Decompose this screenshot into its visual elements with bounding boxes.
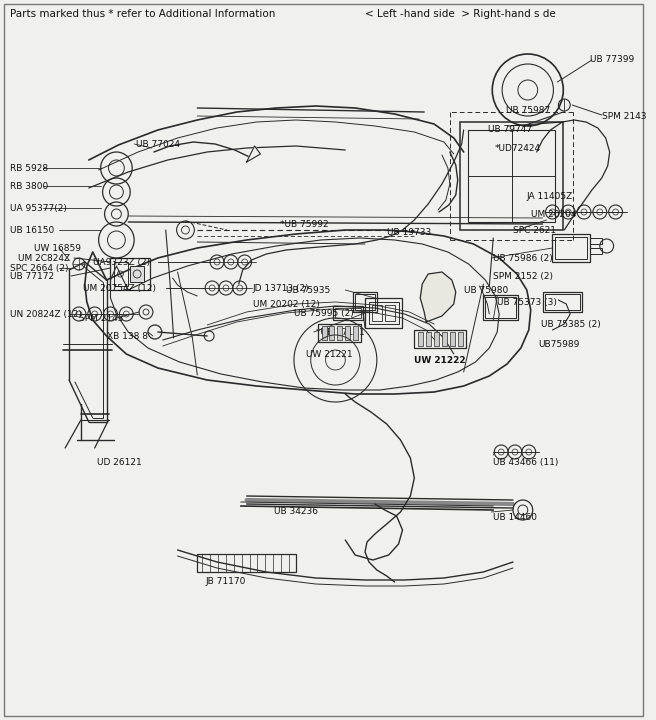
Text: UB 79747: UB 79747 xyxy=(488,125,533,133)
Text: SPC 2621: SPC 2621 xyxy=(513,225,556,235)
Text: UN 20824Z (12): UN 20824Z (12) xyxy=(10,310,82,318)
Text: UB 75980: UB 75980 xyxy=(464,286,508,294)
Bar xyxy=(329,326,335,340)
Text: UB 75987: UB 75987 xyxy=(506,106,550,114)
Text: < Left -hand side  > Right-hand s de: < Left -hand side > Right-hand s de xyxy=(365,9,556,19)
Bar xyxy=(114,262,128,286)
Bar xyxy=(419,332,423,346)
Bar xyxy=(483,295,518,320)
Text: UB 34236: UB 34236 xyxy=(274,508,318,516)
Text: UB 77024: UB 77024 xyxy=(136,140,180,148)
Text: SPM 2152 (2): SPM 2152 (2) xyxy=(493,271,553,281)
Text: UW 16859: UW 16859 xyxy=(33,243,81,253)
Bar xyxy=(353,292,377,312)
Bar xyxy=(552,234,590,262)
Text: SPM 2143: SPM 2143 xyxy=(602,112,646,120)
Bar xyxy=(353,326,358,340)
Text: SPM 2143: SPM 2143 xyxy=(79,313,123,323)
Text: UB 77399: UB 77399 xyxy=(590,55,634,63)
Bar xyxy=(556,237,587,259)
Bar xyxy=(458,332,462,346)
Text: UB 16150: UB 16150 xyxy=(10,225,54,235)
Text: UM 2C824Z: UM 2C824Z xyxy=(18,253,70,263)
Text: RB 5928: RB 5928 xyxy=(10,163,48,173)
Text: UB 75935: UB 75935 xyxy=(286,286,331,294)
Bar xyxy=(365,298,403,328)
Bar xyxy=(460,122,564,230)
Bar xyxy=(468,130,556,222)
Text: UB 19733: UB 19733 xyxy=(386,228,431,236)
Bar xyxy=(485,297,516,318)
Text: UA9323Z (2): UA9323Z (2) xyxy=(92,258,150,266)
Bar xyxy=(110,258,150,290)
Text: *UB 75992: *UB 75992 xyxy=(280,220,329,228)
Text: UB 77172: UB 77172 xyxy=(10,271,54,281)
Bar xyxy=(321,326,327,340)
Text: UM 20754Z (12): UM 20754Z (12) xyxy=(83,284,156,292)
Circle shape xyxy=(518,80,538,100)
Text: SPC 2664 (2): SPC 2664 (2) xyxy=(10,264,68,272)
Text: UB 75995 (2): UB 75995 (2) xyxy=(294,308,354,318)
Bar xyxy=(384,305,395,321)
Text: RB 3800: RB 3800 xyxy=(10,181,48,191)
Text: *UD72424: *UD72424 xyxy=(495,143,541,153)
Bar xyxy=(335,308,361,318)
Bar xyxy=(543,292,582,312)
Bar xyxy=(337,326,342,340)
Bar xyxy=(333,306,363,320)
Text: UB75989: UB75989 xyxy=(539,340,580,348)
Bar xyxy=(415,330,466,348)
Text: UB 14460: UB 14460 xyxy=(493,513,537,523)
Bar xyxy=(590,238,602,244)
Text: XB 138 8: XB 138 8 xyxy=(106,331,148,341)
Text: *UB 77111: *UB 77111 xyxy=(316,328,365,336)
Bar xyxy=(131,266,144,282)
Bar xyxy=(590,248,602,254)
Bar xyxy=(434,332,439,346)
Text: JD 13713 (2): JD 13713 (2) xyxy=(253,284,309,292)
Polygon shape xyxy=(420,272,456,322)
Bar xyxy=(318,324,361,342)
Text: UB 75986 (2): UB 75986 (2) xyxy=(493,253,553,263)
Bar xyxy=(442,332,447,346)
Text: JA 11405Z: JA 11405Z xyxy=(527,192,573,200)
Bar xyxy=(345,326,350,340)
Bar xyxy=(544,294,580,310)
Text: UM 20204: UM 20204 xyxy=(531,210,576,218)
Text: UB 75385 (2): UB 75385 (2) xyxy=(541,320,600,328)
Bar xyxy=(369,302,399,324)
Bar xyxy=(355,294,375,310)
Bar xyxy=(372,305,382,321)
Text: UM 20202 (12): UM 20202 (12) xyxy=(253,300,319,308)
Text: UB 43466 (11): UB 43466 (11) xyxy=(493,457,559,467)
Text: UA 95377(2): UA 95377(2) xyxy=(10,204,67,212)
Bar xyxy=(450,332,455,346)
Polygon shape xyxy=(247,146,260,162)
Text: Parts marked thus * refer to Additional Information: Parts marked thus * refer to Additional … xyxy=(10,9,276,19)
Text: JB 71170: JB 71170 xyxy=(205,577,245,587)
Text: UW 21221: UW 21221 xyxy=(306,349,352,359)
Text: UW 21222: UW 21222 xyxy=(415,356,466,364)
Bar xyxy=(426,332,431,346)
Text: UB 75373 (3): UB 75373 (3) xyxy=(497,297,557,307)
Bar xyxy=(197,554,296,572)
Text: UD 26121: UD 26121 xyxy=(96,457,142,467)
